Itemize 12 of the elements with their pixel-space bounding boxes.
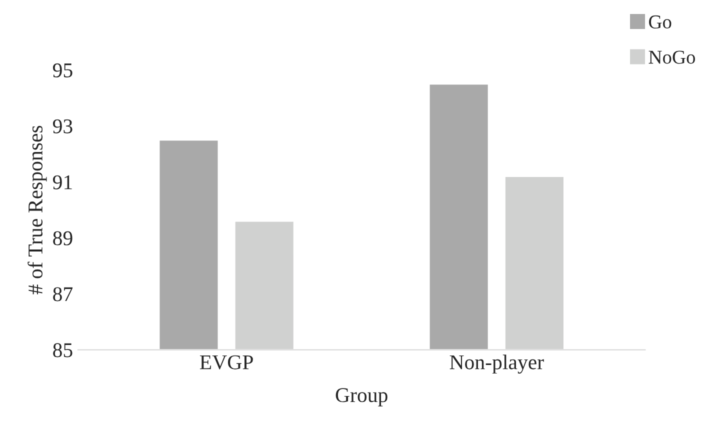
y-tick-label: 93 — [52, 119, 72, 134]
y-tick-label: 91 — [52, 175, 72, 190]
x-axis-title: Group — [336, 388, 388, 406]
y-tick-label: 85 — [53, 343, 72, 358]
y-tick-label: 89 — [53, 231, 72, 246]
y-tick-label: 95 — [52, 63, 72, 78]
legend-label: NoGo — [648, 50, 696, 64]
x-tick-label: EVGP — [200, 355, 253, 370]
y-tick-label: 87 — [53, 287, 73, 302]
y-axis-title: # of True Responses — [28, 126, 47, 294]
legend-label: Go — [649, 15, 672, 29]
x-tick-label: Non-player — [450, 354, 544, 374]
